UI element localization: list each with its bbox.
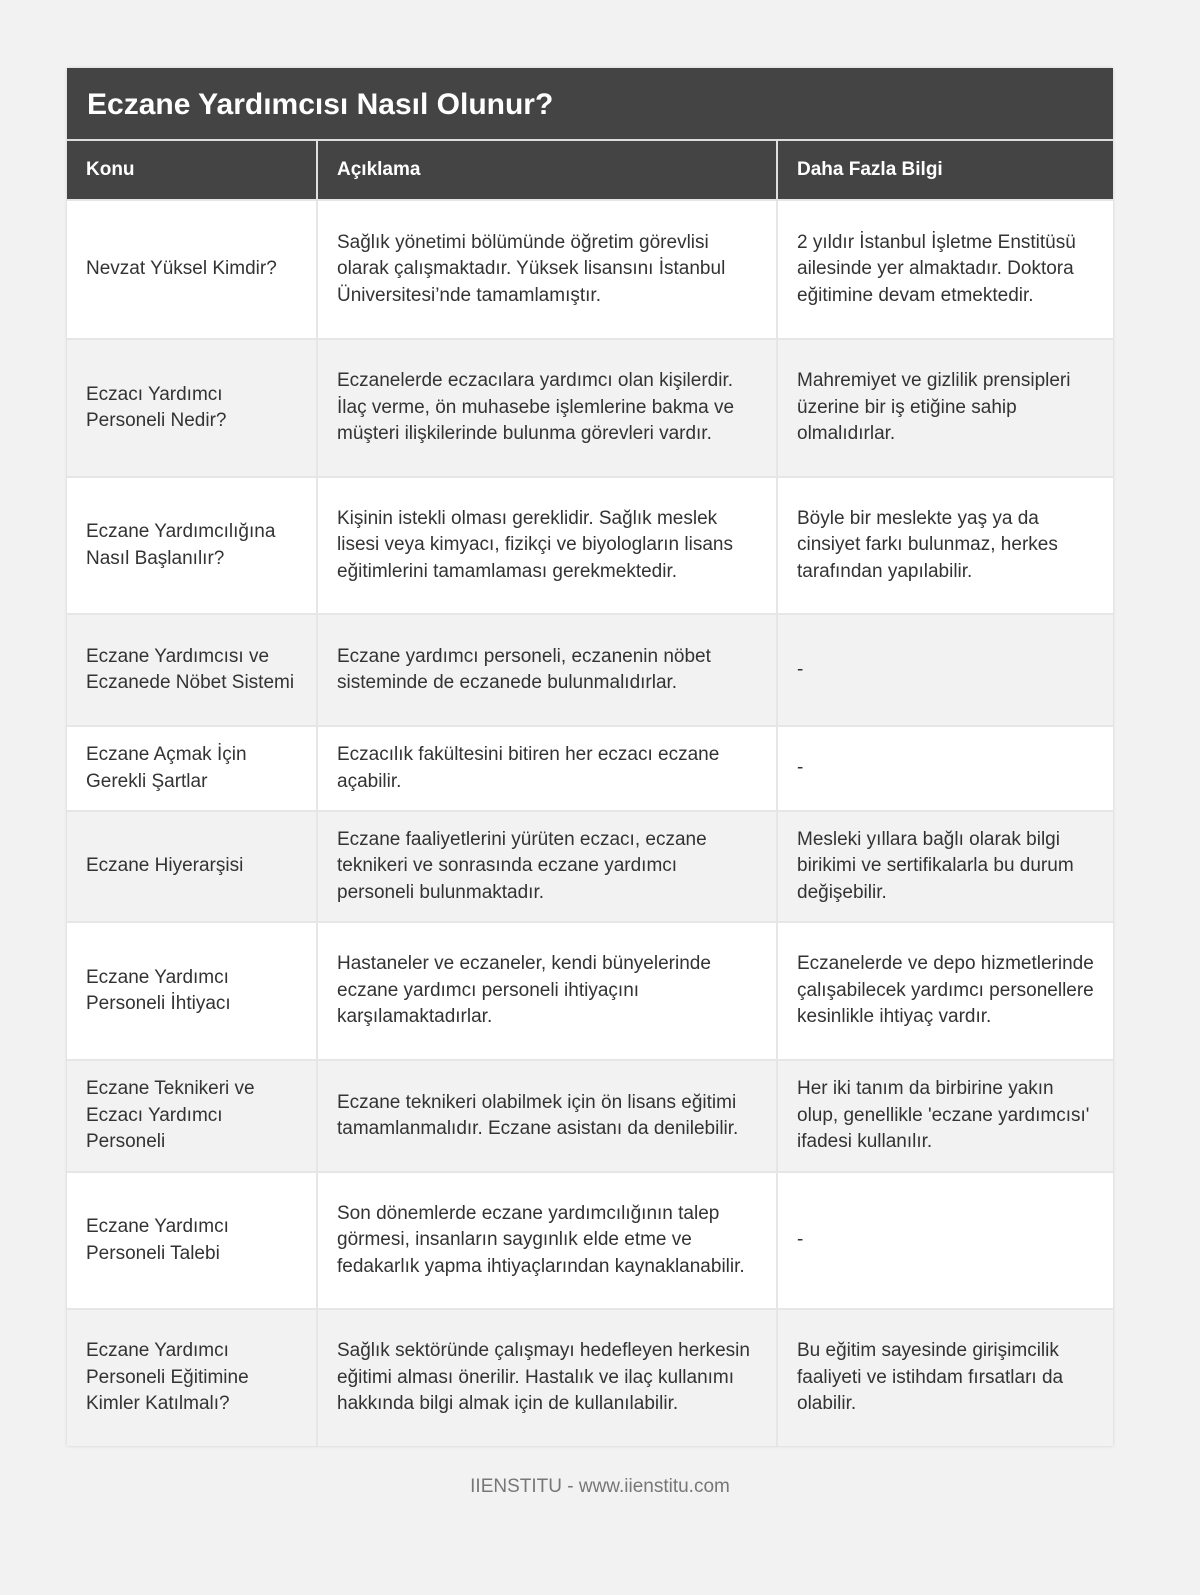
description-cell: Eczanelerde eczacılara yardımcı olan kiş… xyxy=(316,338,777,477)
description-cell: Kişinin istekli olması gereklidir. Sağlı… xyxy=(316,476,777,614)
table-title: Eczane Yardımcısı Nasıl Olunur? xyxy=(67,68,1113,141)
description-cell: Son dönemlerde eczane yardımcılığının ta… xyxy=(316,1171,777,1309)
topic-cell: Eczane Açmak İçin Gerekli Şartlar xyxy=(67,725,317,811)
description-cell: Eczacılık fakültesini bitiren her eczacı… xyxy=(316,725,777,811)
table-row: Nevzat Yüksel Kimdir? Sağlık yönetimi böl… xyxy=(67,199,1113,339)
header-row: Konu Açıklama Daha Fazla Bilgi xyxy=(67,141,1113,200)
topic-cell: Eczane Yardımcı Personeli Eğitimine Kiml… xyxy=(67,1308,317,1446)
table-row: Eczane Yardımcı Personeli Talebi Son döne… xyxy=(67,1171,1113,1309)
more-info-cell: Mahremiyet ve gizlilik prensipleri üzeri… xyxy=(776,338,1113,477)
table-row: Eczane Yardımcısı ve Eczanede Nöbet Sist… xyxy=(67,613,1113,726)
table-row: Eczane Açmak İçin Gerekli Şartlar Eczacıl… xyxy=(67,725,1113,811)
description-cell: Sağlık sektöründe çalışmayı hedefleyen h… xyxy=(316,1308,777,1446)
more-info-cell: Böyle bir meslekte yaş ya da cinsiyet fa… xyxy=(776,476,1113,614)
table-row: Eczane Hiyerarşisi Eczane faaliyetlerini … xyxy=(67,810,1113,922)
description-cell: Eczane teknikeri olabilmek için ön lisan… xyxy=(316,1059,777,1172)
description-cell: Sağlık yönetimi bölümünde öğretim görevl… xyxy=(316,199,777,339)
topic-cell: Nevzat Yüksel Kimdir? xyxy=(67,199,317,339)
topic-cell: Eczane Hiyerarşisi xyxy=(67,810,317,922)
topic-cell: Eczacı Yardımcı Personeli Nedir? xyxy=(67,338,317,477)
footer-credit: IIENSTITU - www.iienstitu.com xyxy=(470,1476,730,1497)
more-info-cell: 2 yıldır İstanbul İşletme Enstitüsü aile… xyxy=(776,199,1113,339)
more-info-cell: Bu eğitim sayesinde girişimcilik faaliye… xyxy=(776,1308,1113,1446)
column-header-topic: Konu xyxy=(67,141,317,200)
table-row: Eczane Teknikeri ve Eczacı Yardımcı Pers… xyxy=(67,1059,1113,1172)
column-header-description: Açıklama xyxy=(316,141,777,200)
info-table-card: Eczane Yardımcısı Nasıl Olunur? Konu Açı… xyxy=(67,68,1113,1446)
topic-cell: Eczane Yardımcısı ve Eczanede Nöbet Sist… xyxy=(67,613,317,726)
table-row: Eczane Yardımcı Personeli İhtiyacı Hastan… xyxy=(67,921,1113,1060)
topic-cell: Eczane Yardımcı Personeli İhtiyacı xyxy=(67,921,317,1060)
description-cell: Hastaneler ve eczaneler, kendi bünyeleri… xyxy=(316,921,777,1060)
more-info-cell: Mesleki yıllara bağlı olarak bilgi birik… xyxy=(776,810,1113,922)
more-info-cell: - xyxy=(776,725,1113,811)
topic-cell: Eczane Yardımcılığına Nasıl Başlanılır? xyxy=(67,476,317,614)
description-cell: Eczane faaliyetlerini yürüten eczacı, ec… xyxy=(316,810,777,922)
topic-cell: Eczane Yardımcı Personeli Talebi xyxy=(67,1171,317,1309)
more-info-cell: - xyxy=(776,1171,1113,1309)
more-info-cell: Her iki tanım da birbirine yakın olup, g… xyxy=(776,1059,1113,1172)
table-row: Eczane Yardımcı Personeli Eğitimine Kiml… xyxy=(67,1308,1113,1446)
more-info-cell: Eczanelerde ve depo hizmetlerinde çalışa… xyxy=(776,921,1113,1060)
info-table: Konu Açıklama Daha Fazla Bilgi Nevzat Yü… xyxy=(67,141,1113,1446)
column-header-more-info: Daha Fazla Bilgi xyxy=(776,141,1113,200)
more-info-cell: - xyxy=(776,613,1113,726)
description-cell: Eczane yardımcı personeli, eczanenin nöb… xyxy=(316,613,777,726)
table-row: Eczane Yardımcılığına Nasıl Başlanılır? K… xyxy=(67,476,1113,614)
table-row: Eczacı Yardımcı Personeli Nedir? Eczanele… xyxy=(67,338,1113,477)
topic-cell: Eczane Teknikeri ve Eczacı Yardımcı Pers… xyxy=(67,1059,317,1172)
